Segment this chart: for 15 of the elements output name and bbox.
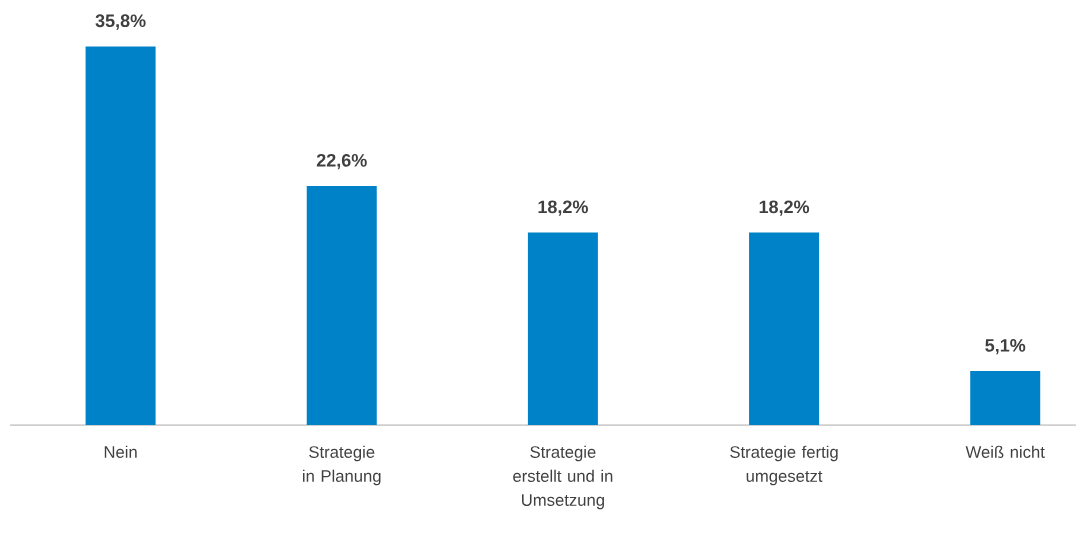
bar (749, 232, 820, 425)
data-label: 18,2% (759, 200, 810, 216)
data-label: 22,6% (316, 153, 367, 170)
data-label: 5,1% (985, 339, 1026, 355)
x-tick-label: Strategie in Planung (303, 445, 381, 486)
x-tick-label: Strategie fertig umgesetzt (730, 445, 838, 486)
bar (306, 186, 377, 425)
bar (527, 232, 598, 425)
x-tick-label: Strategie erstellt und in Umsetzung (513, 445, 613, 510)
bar (970, 371, 1041, 425)
data-label: 18,2% (538, 200, 588, 216)
bar (85, 46, 156, 425)
x-tick-label: Nein (104, 445, 137, 458)
data-label: 35,8% (95, 14, 146, 30)
x-tick-label: Weiß nicht (965, 445, 1045, 458)
